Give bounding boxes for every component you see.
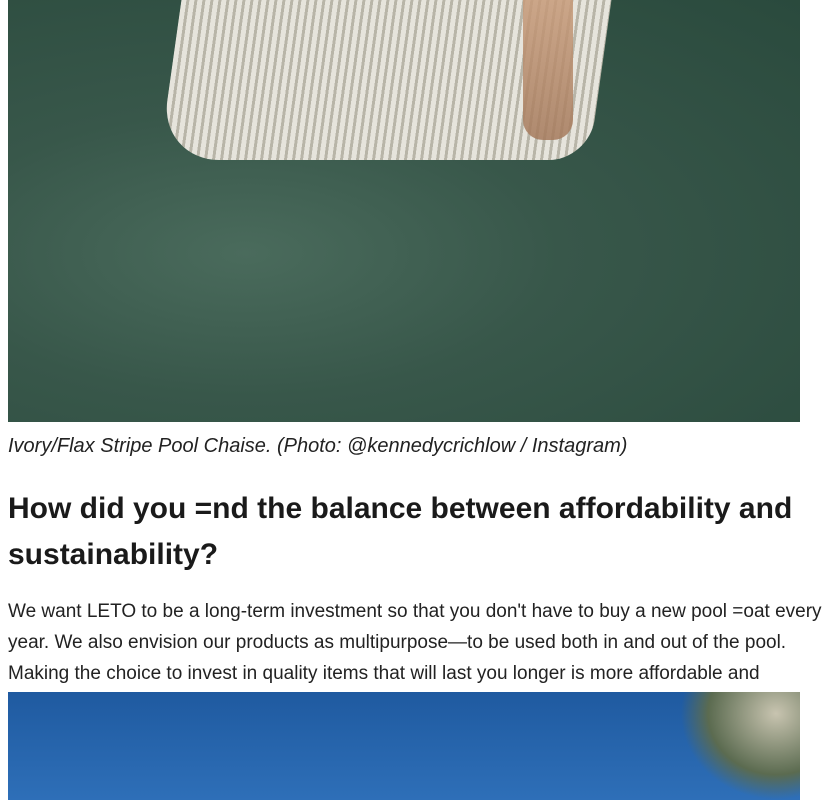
caption: Ivory/Flax Stripe Pool Chaise. (Photo: @…	[8, 432, 627, 460]
page: Ivory/Flax Stripe Pool Chaise. (Photo: @…	[0, 0, 836, 800]
tree	[680, 692, 800, 800]
photo	[8, 0, 800, 422]
heading: How did you =nd the balance between affo…	[8, 486, 808, 578]
photo	[8, 692, 800, 800]
legs	[523, 0, 573, 140]
